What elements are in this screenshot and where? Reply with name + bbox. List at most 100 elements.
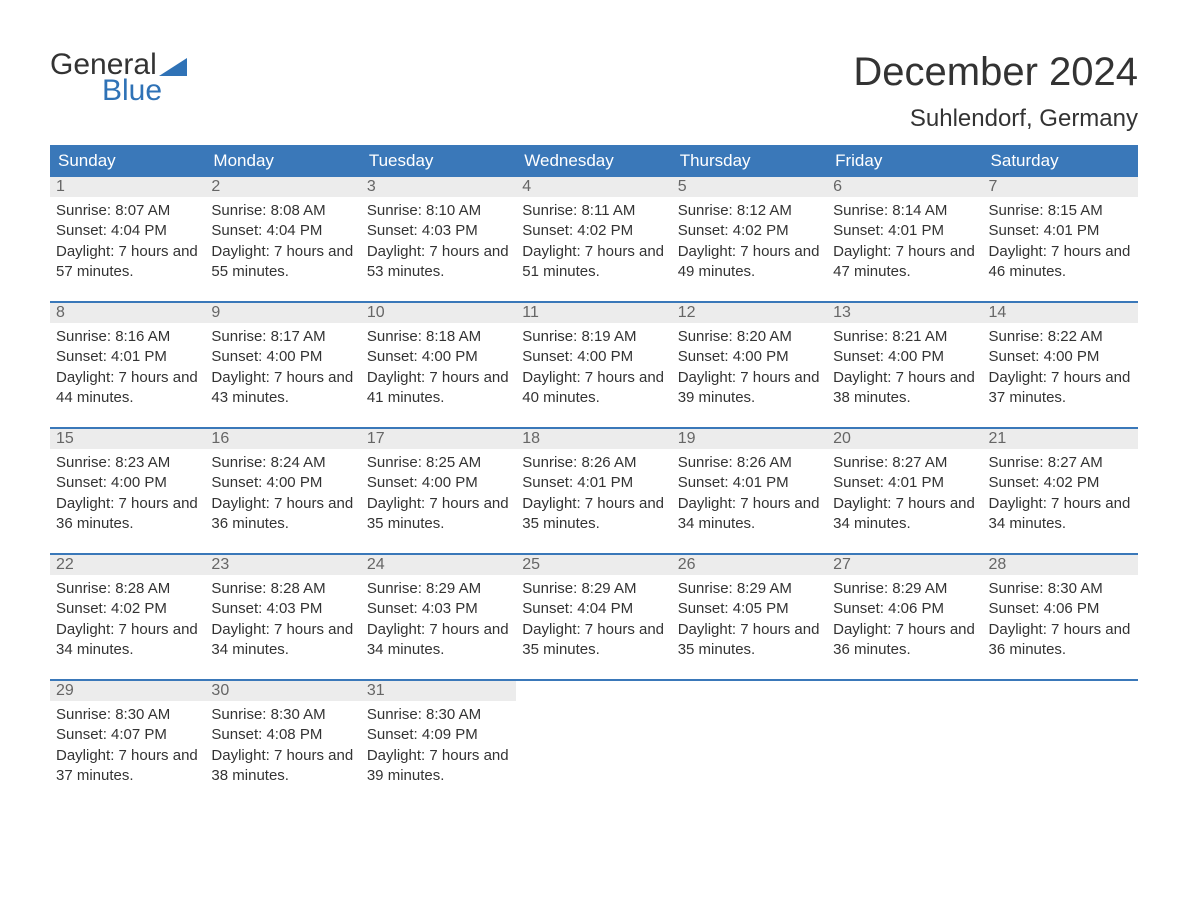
calendar-day xyxy=(516,681,671,799)
day-content: Sunrise: 8:08 AMSunset: 4:04 PMDaylight:… xyxy=(205,197,360,286)
daylight-line: Daylight: 7 hours and 35 minutes. xyxy=(678,620,821,661)
day-content: Sunrise: 8:19 AMSunset: 4:00 PMDaylight:… xyxy=(516,323,671,412)
sunrise-line: Sunrise: 8:30 AM xyxy=(211,705,354,725)
weekday-header: Friday xyxy=(827,145,982,177)
day-content: Sunrise: 8:29 AMSunset: 4:03 PMDaylight:… xyxy=(361,575,516,664)
calendar-day: 5Sunrise: 8:12 AMSunset: 4:02 PMDaylight… xyxy=(672,177,827,295)
daylight-line: Daylight: 7 hours and 34 minutes. xyxy=(989,494,1132,535)
calendar-day: 4 Sunrise: 8:11 AMSunset: 4:02 PMDaylight… xyxy=(516,177,671,295)
day-content: Sunrise: 8:17 AMSunset: 4:00 PMDaylight:… xyxy=(205,323,360,412)
day-number: 30 xyxy=(205,681,360,701)
calendar-day: 7Sunrise: 8:15 AMSunset: 4:01 PMDaylight… xyxy=(983,177,1138,295)
sunrise-line: Sunrise: 8:29 AM xyxy=(833,579,976,599)
sunrise-line: Sunrise: 8:11 AM xyxy=(522,201,665,221)
calendar-week: 29Sunrise: 8:30 AMSunset: 4:07 PMDayligh… xyxy=(50,679,1138,799)
logo-triangle-icon xyxy=(159,58,187,76)
calendar-day: 12Sunrise: 8:20 AMSunset: 4:00 PMDayligh… xyxy=(672,303,827,421)
day-content: Sunrise: 8:30 AMSunset: 4:06 PMDaylight:… xyxy=(983,575,1138,664)
sunset-line: Sunset: 4:04 PM xyxy=(56,221,199,241)
daylight-line: Daylight: 7 hours and 36 minutes. xyxy=(989,620,1132,661)
calendar-day: 9Sunrise: 8:17 AMSunset: 4:00 PMDaylight… xyxy=(205,303,360,421)
calendar-page: General Blue December 2024 Suhlendorf, G… xyxy=(0,0,1188,819)
calendar-day: 19Sunrise: 8:26 AMSunset: 4:01 PMDayligh… xyxy=(672,429,827,547)
daylight-line: Daylight: 7 hours and 36 minutes. xyxy=(56,494,199,535)
sunset-line: Sunset: 4:09 PM xyxy=(367,725,510,745)
sunset-line: Sunset: 4:00 PM xyxy=(211,347,354,367)
day-content: Sunrise: 8:28 AMSunset: 4:02 PMDaylight:… xyxy=(50,575,205,664)
daylight-line: Daylight: 7 hours and 41 minutes. xyxy=(367,368,510,409)
sunset-line: Sunset: 4:06 PM xyxy=(833,599,976,619)
sunset-line: Sunset: 4:01 PM xyxy=(833,473,976,493)
daylight-line: Daylight: 7 hours and 43 minutes. xyxy=(211,368,354,409)
sunrise-line: Sunrise: 8:30 AM xyxy=(367,705,510,725)
calendar-week: 1Sunrise: 8:07 AMSunset: 4:04 PMDaylight… xyxy=(50,177,1138,295)
daylight-line: Daylight: 7 hours and 51 minutes. xyxy=(522,242,665,283)
daylight-line: Daylight: 7 hours and 46 minutes. xyxy=(989,242,1132,283)
day-number: 31 xyxy=(361,681,516,701)
title-block: December 2024 Suhlendorf, Germany xyxy=(853,50,1138,133)
sunset-line: Sunset: 4:01 PM xyxy=(522,473,665,493)
brand-logo: General Blue xyxy=(50,50,187,106)
sunrise-line: Sunrise: 8:27 AM xyxy=(833,453,976,473)
day-number: 27 xyxy=(827,555,982,575)
daylight-line: Daylight: 7 hours and 34 minutes. xyxy=(56,620,199,661)
day-content: Sunrise: 8:27 AMSunset: 4:02 PMDaylight:… xyxy=(983,449,1138,538)
day-number: 4 xyxy=(516,177,671,197)
weekday-header: Wednesday xyxy=(516,145,671,177)
sunset-line: Sunset: 4:03 PM xyxy=(211,599,354,619)
day-number: 16 xyxy=(205,429,360,449)
sunrise-line: Sunrise: 8:30 AM xyxy=(56,705,199,725)
sunset-line: Sunset: 4:02 PM xyxy=(522,221,665,241)
calendar-day: 6Sunrise: 8:14 AMSunset: 4:01 PMDaylight… xyxy=(827,177,982,295)
calendar-day: 17Sunrise: 8:25 AMSunset: 4:00 PMDayligh… xyxy=(361,429,516,547)
calendar-day: 18Sunrise: 8:26 AMSunset: 4:01 PMDayligh… xyxy=(516,429,671,547)
sunrise-line: Sunrise: 8:17 AM xyxy=(211,327,354,347)
sunrise-line: Sunrise: 8:19 AM xyxy=(522,327,665,347)
day-number: 19 xyxy=(672,429,827,449)
sunrise-line: Sunrise: 8:23 AM xyxy=(56,453,199,473)
daylight-line: Daylight: 7 hours and 39 minutes. xyxy=(678,368,821,409)
day-number: 11 xyxy=(516,303,671,323)
day-number: 21 xyxy=(983,429,1138,449)
sunset-line: Sunset: 4:02 PM xyxy=(989,473,1132,493)
sunrise-line: Sunrise: 8:08 AM xyxy=(211,201,354,221)
day-number: 2 xyxy=(205,177,360,197)
daylight-line: Daylight: 7 hours and 36 minutes. xyxy=(833,620,976,661)
sunset-line: Sunset: 4:03 PM xyxy=(367,599,510,619)
day-content: Sunrise: 8:20 AMSunset: 4:00 PMDaylight:… xyxy=(672,323,827,412)
calendar-day xyxy=(672,681,827,799)
sunrise-line: Sunrise: 8:15 AM xyxy=(989,201,1132,221)
sunset-line: Sunset: 4:08 PM xyxy=(211,725,354,745)
calendar-day: 13Sunrise: 8:21 AMSunset: 4:00 PMDayligh… xyxy=(827,303,982,421)
day-number: 20 xyxy=(827,429,982,449)
calendar-day: 23Sunrise: 8:28 AMSunset: 4:03 PMDayligh… xyxy=(205,555,360,673)
day-content: Sunrise: 8:12 AMSunset: 4:02 PMDaylight:… xyxy=(672,197,827,286)
sunset-line: Sunset: 4:06 PM xyxy=(989,599,1132,619)
month-title: December 2024 xyxy=(853,50,1138,95)
daylight-line: Daylight: 7 hours and 47 minutes. xyxy=(833,242,976,283)
calendar-day xyxy=(983,681,1138,799)
calendar-day: 24Sunrise: 8:29 AMSunset: 4:03 PMDayligh… xyxy=(361,555,516,673)
sunrise-line: Sunrise: 8:26 AM xyxy=(522,453,665,473)
calendar-day: 29Sunrise: 8:30 AMSunset: 4:07 PMDayligh… xyxy=(50,681,205,799)
sunrise-line: Sunrise: 8:12 AM xyxy=(678,201,821,221)
daylight-line: Daylight: 7 hours and 38 minutes. xyxy=(833,368,976,409)
sunrise-line: Sunrise: 8:29 AM xyxy=(522,579,665,599)
calendar-day: 2Sunrise: 8:08 AMSunset: 4:04 PMDaylight… xyxy=(205,177,360,295)
sunrise-line: Sunrise: 8:07 AM xyxy=(56,201,199,221)
sunset-line: Sunset: 4:07 PM xyxy=(56,725,199,745)
day-number: 15 xyxy=(50,429,205,449)
day-content: Sunrise: 8:07 AMSunset: 4:04 PMDaylight:… xyxy=(50,197,205,286)
day-number: 24 xyxy=(361,555,516,575)
day-number: 17 xyxy=(361,429,516,449)
calendar-day: 1Sunrise: 8:07 AMSunset: 4:04 PMDaylight… xyxy=(50,177,205,295)
calendar-day: 25Sunrise: 8:29 AMSunset: 4:04 PMDayligh… xyxy=(516,555,671,673)
day-number: 26 xyxy=(672,555,827,575)
daylight-line: Daylight: 7 hours and 49 minutes. xyxy=(678,242,821,283)
sunrise-line: Sunrise: 8:24 AM xyxy=(211,453,354,473)
calendar-day: 27 Sunrise: 8:29 AMSunset: 4:06 PMDayligh… xyxy=(827,555,982,673)
calendar-day xyxy=(827,681,982,799)
day-number: 10 xyxy=(361,303,516,323)
daylight-line: Daylight: 7 hours and 34 minutes. xyxy=(367,620,510,661)
sunset-line: Sunset: 4:00 PM xyxy=(56,473,199,493)
